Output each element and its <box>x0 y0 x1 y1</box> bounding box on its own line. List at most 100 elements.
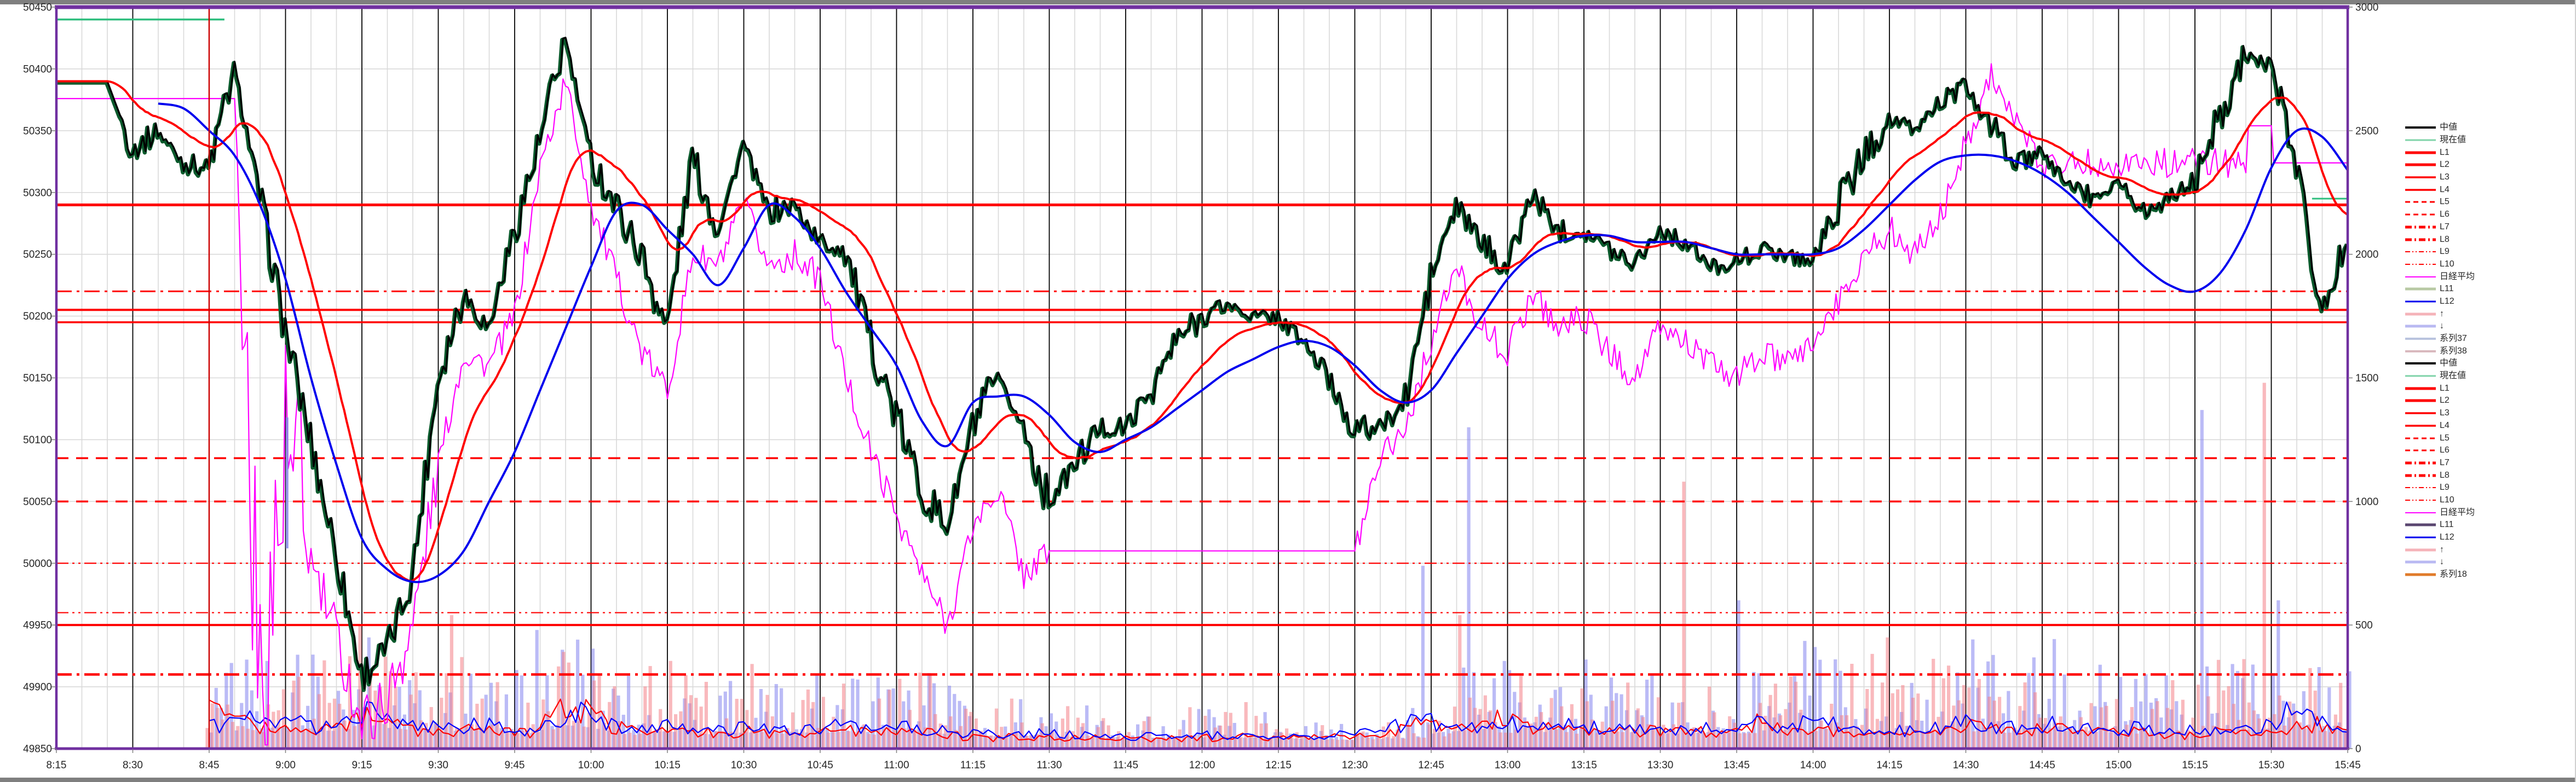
volume-bar-up <box>633 734 637 749</box>
volume-bar-down <box>1813 647 1817 749</box>
legend-item-18-38[interactable]: 系列38 <box>2405 345 2475 357</box>
legend-line-swatch <box>2405 399 2436 402</box>
volume-bar-up <box>623 734 627 749</box>
volume-bar-up <box>1371 739 1375 749</box>
legend-item-label: L11 <box>2440 284 2454 294</box>
legend-item-label: L3 <box>2440 408 2450 418</box>
volume-bar-up <box>1275 729 1278 749</box>
volume-bar-down <box>1054 721 1058 749</box>
legend-item-label: L5 <box>2440 433 2450 443</box>
legend-item-14-L12[interactable]: L12 <box>2405 296 2475 308</box>
y-axis-left-label: 49950 <box>23 620 52 632</box>
legend-item-9-L8[interactable]: L8 <box>2405 233 2475 246</box>
volume-bar-up <box>1290 738 1294 749</box>
legend-item-31-[interactable]: 日経平均 <box>2405 506 2475 519</box>
legend-item-28-L8[interactable]: L8 <box>2405 469 2475 482</box>
legend-item-22-L2[interactable]: L2 <box>2405 395 2475 407</box>
legend-item-20-[interactable]: 現在値 <box>2405 370 2475 383</box>
legend-item-33-L12[interactable]: L12 <box>2405 531 2475 544</box>
legend-line-swatch <box>2405 126 2436 129</box>
volume-bar-up <box>1412 733 1416 749</box>
legend-item-6-L5[interactable]: L5 <box>2405 196 2475 208</box>
volume-bar-up <box>974 718 978 749</box>
legend-item-27-L7[interactable]: L7 <box>2405 457 2475 470</box>
volume-bar-up <box>1468 697 1472 749</box>
volume-bar-up <box>1906 726 1910 749</box>
legend-item-25-L5[interactable]: L5 <box>2405 432 2475 444</box>
legend-item-10-L9[interactable]: L9 <box>2405 246 2475 258</box>
legend-item-32-L11[interactable]: L11 <box>2405 519 2475 531</box>
volume-bar-down <box>1197 709 1201 749</box>
legend-line-swatch <box>2405 512 2436 513</box>
legend-item-1-[interactable]: 現在値 <box>2405 134 2475 147</box>
legend-item-7-L6[interactable]: L6 <box>2405 208 2475 221</box>
legend-item-24-L4[interactable]: L4 <box>2405 420 2475 432</box>
legend-item-label: L4 <box>2440 420 2450 430</box>
volume-bar-down <box>1136 724 1140 749</box>
volume-bar-up <box>455 728 459 749</box>
volume-bar-up <box>1494 722 1497 749</box>
volume-bar-up <box>1667 731 1670 749</box>
current-value-shadow-line <box>55 37 2349 692</box>
volume-bar-up <box>2247 702 2251 749</box>
volume-bar-up <box>1794 681 1798 749</box>
legend-item-5-L4[interactable]: L4 <box>2405 183 2475 196</box>
legend-item-19-[interactable]: 中値 <box>2405 357 2475 370</box>
legend-item-29-L9[interactable]: L9 <box>2405 482 2475 494</box>
volume-bar-up <box>1443 736 1447 749</box>
legend-item-label: ↑ <box>2440 544 2444 554</box>
legend-item-label: ↑ <box>2440 309 2444 318</box>
volume-bar-up <box>2196 685 2200 749</box>
legend-item-8-L7[interactable]: L7 <box>2405 221 2475 234</box>
volume-bar-up <box>567 662 570 749</box>
volume-bar-up <box>669 661 672 749</box>
legend-item-36-18[interactable]: 系列18 <box>2405 569 2475 581</box>
volume-bar-up <box>434 723 439 749</box>
y-axis-left-label: 50050 <box>23 496 52 508</box>
x-axis-label: 12:00 <box>1189 760 1215 771</box>
volume-bar-up <box>1957 700 1961 749</box>
legend-item-16-↓[interactable]: ↓ <box>2405 320 2475 333</box>
legend-item-35-↓[interactable]: ↓ <box>2405 556 2475 569</box>
volume-bar-up <box>1896 689 1900 749</box>
legend-item-11-L10[interactable]: L10 <box>2405 258 2475 271</box>
volume-bar-up <box>1503 732 1508 749</box>
x-axis-label: 11:45 <box>1113 760 1138 771</box>
window-edge-right <box>2575 0 2576 782</box>
volume-bar-down <box>2302 691 2306 749</box>
volume-bar-up <box>878 698 881 749</box>
legend-item-21-L1[interactable]: L1 <box>2405 382 2475 395</box>
legend-item-26-L6[interactable]: L6 <box>2405 444 2475 457</box>
legend-item-2-L1[interactable]: L1 <box>2405 146 2475 159</box>
volume-bar-down <box>504 694 508 749</box>
volume-bar-up <box>2023 682 2027 749</box>
volume-bar-up <box>1524 726 1528 749</box>
legend-item-23-L3[interactable]: L3 <box>2405 407 2475 420</box>
volume-bar-up <box>2140 726 2144 749</box>
volume-bar-down <box>815 675 819 749</box>
volume-bar-down <box>1467 427 1471 749</box>
legend-item-label: L2 <box>2440 160 2450 170</box>
volume-bar-down <box>469 674 472 749</box>
legend-item-4-L3[interactable]: L3 <box>2405 171 2475 184</box>
volume-bar-up <box>1157 737 1161 749</box>
legend-line-swatch <box>2405 412 2436 414</box>
x-axis-label: 12:45 <box>1418 760 1444 771</box>
legend-item-12-[interactable]: 日経平均 <box>2405 270 2475 283</box>
legend-item-label: ↓ <box>2440 557 2444 567</box>
volume-bar-up <box>943 725 948 749</box>
legend-item-3-L2[interactable]: L2 <box>2405 159 2475 171</box>
legend-item-15-↑[interactable]: ↑ <box>2405 308 2475 320</box>
legend-item-label: L6 <box>2440 210 2450 219</box>
volume-bar-up <box>1545 723 1548 749</box>
legend-item-34-↑[interactable]: ↑ <box>2405 543 2475 556</box>
volume-bar-up <box>664 729 667 749</box>
legend-item-30-L10[interactable]: L10 <box>2405 494 2475 507</box>
legend-item-0-[interactable]: 中値 <box>2405 121 2475 134</box>
volume-bar-up <box>923 727 927 749</box>
legend-item-17-37[interactable]: 系列37 <box>2405 333 2475 345</box>
x-axis-label: 9:15 <box>352 760 372 771</box>
legend-item-13-L11[interactable]: L11 <box>2405 283 2475 296</box>
